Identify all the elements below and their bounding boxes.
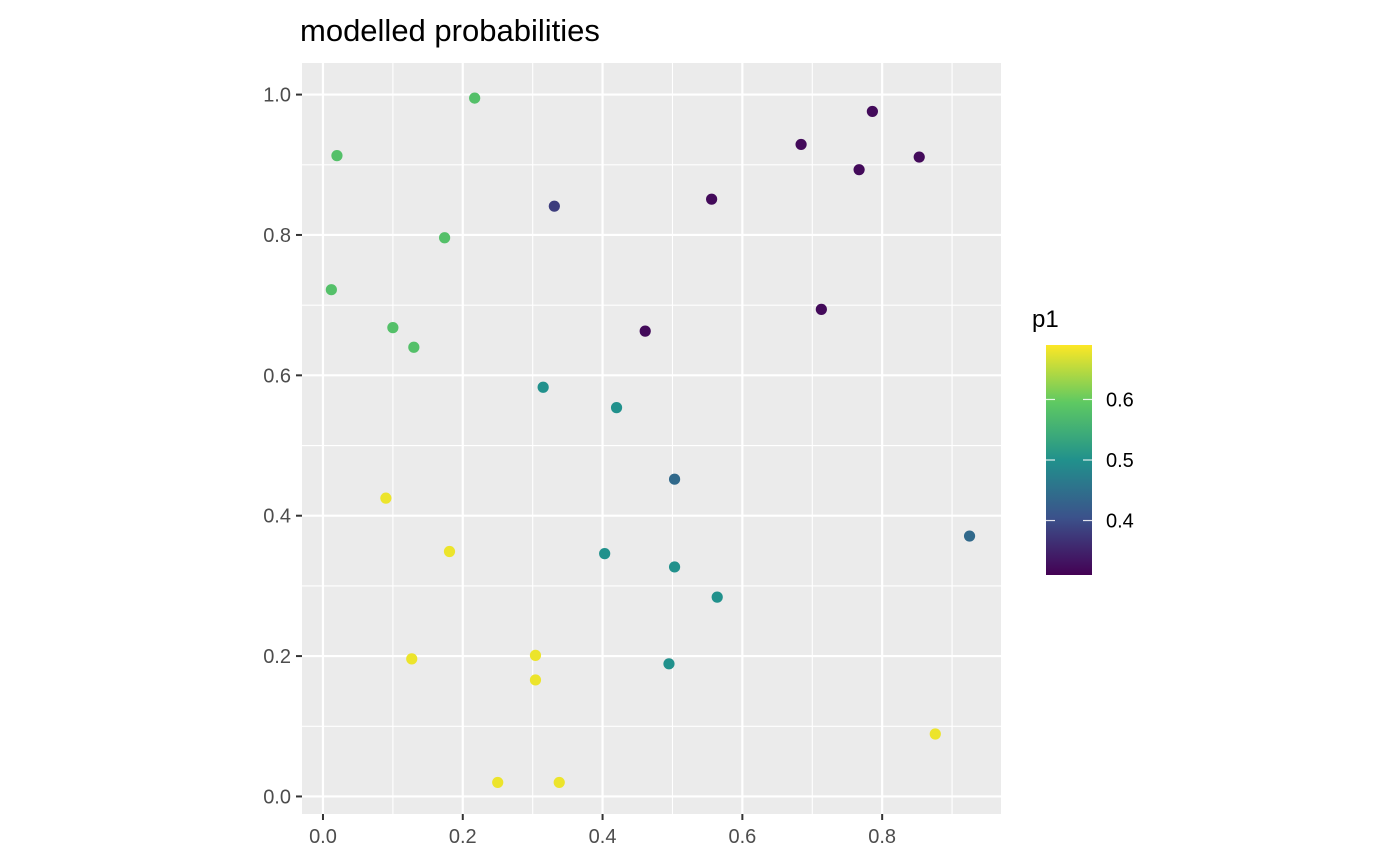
gridlines xyxy=(302,63,1001,814)
data-point xyxy=(639,325,651,337)
colorbar-label: 0.6 xyxy=(1106,389,1134,411)
colorbar-label: 0.4 xyxy=(1106,511,1134,533)
data-point xyxy=(963,530,976,542)
data-point xyxy=(795,138,807,151)
data-point xyxy=(866,105,878,118)
data-point xyxy=(325,284,337,296)
data-point xyxy=(408,341,420,353)
data-point xyxy=(548,200,560,212)
data-point xyxy=(438,232,451,244)
y-tick-label: 0.0 xyxy=(263,786,291,808)
legend-title: p1 xyxy=(1032,306,1059,333)
data-points xyxy=(325,92,976,789)
x-tick-label: 0.2 xyxy=(449,826,477,848)
plot-panel xyxy=(302,63,1001,814)
data-point xyxy=(443,545,456,558)
data-point xyxy=(706,193,718,205)
x-tick-label: 0.0 xyxy=(309,826,337,848)
data-point xyxy=(537,381,549,393)
y-tick-label: 0.2 xyxy=(263,646,291,668)
data-point xyxy=(387,322,399,334)
data-point xyxy=(815,303,827,315)
colorbar-ticks: 0.4 0.5 0.6 xyxy=(1046,389,1134,533)
data-point xyxy=(553,776,565,789)
data-point xyxy=(406,653,418,665)
data-point xyxy=(853,164,865,176)
data-point xyxy=(492,776,504,789)
chart-title: modelled probabilities xyxy=(300,13,600,48)
data-point xyxy=(913,151,925,163)
x-tick-label: 0.8 xyxy=(868,826,896,848)
x-tick-label: 0.6 xyxy=(728,826,756,848)
y-tick-label: 0.6 xyxy=(263,365,291,387)
data-point xyxy=(663,658,675,670)
data-point xyxy=(929,728,941,740)
data-point xyxy=(599,548,611,560)
data-point xyxy=(529,674,542,686)
data-point xyxy=(668,561,681,573)
color-legend: p1 0.4 0.5 0.6 xyxy=(1032,306,1134,575)
data-point xyxy=(711,591,723,603)
data-point xyxy=(610,402,623,414)
y-tick-label: 0.4 xyxy=(263,506,291,528)
data-point xyxy=(469,92,481,104)
data-point xyxy=(331,150,343,162)
y-tick-label: 0.8 xyxy=(263,225,291,247)
data-point xyxy=(380,492,392,504)
colorbar-label: 0.5 xyxy=(1106,450,1134,472)
y-axis: 0.0 0.2 0.4 0.6 0.8 1.0 xyxy=(263,85,302,808)
x-tick-label: 0.4 xyxy=(589,826,617,848)
x-axis: 0.0 0.2 0.4 0.6 0.8 xyxy=(309,814,896,848)
data-point xyxy=(668,473,681,485)
y-tick-label: 1.0 xyxy=(263,85,291,107)
data-point xyxy=(529,649,542,661)
